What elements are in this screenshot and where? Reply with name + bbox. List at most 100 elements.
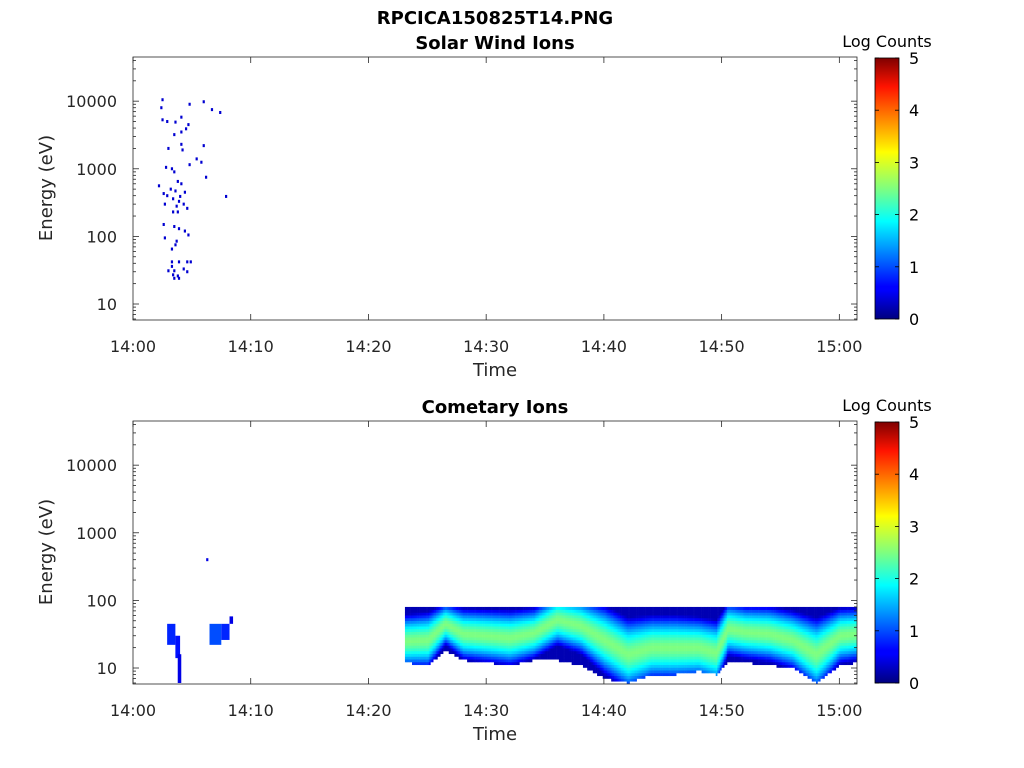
band-cell — [582, 656, 585, 660]
band-cell — [556, 609, 558, 613]
band-cell — [704, 642, 707, 646]
band-cell — [594, 656, 596, 660]
band-cell — [502, 656, 505, 660]
band-cell — [575, 631, 578, 635]
band-cell — [420, 637, 423, 641]
band-cell — [560, 631, 563, 635]
band-cell — [431, 628, 434, 633]
count-point — [161, 118, 164, 122]
band-cell — [584, 648, 587, 652]
band-cell — [580, 645, 582, 649]
band-cell — [482, 623, 485, 627]
band-cell — [479, 648, 482, 652]
band-cell — [669, 639, 671, 644]
band-cell — [460, 639, 462, 644]
band-cell — [547, 615, 550, 619]
band-cell — [493, 606, 496, 610]
band-cell — [680, 653, 683, 657]
band-cell — [657, 653, 660, 657]
band-cell — [452, 631, 455, 635]
band-cell — [652, 653, 654, 657]
band-cell — [557, 606, 560, 610]
band-cell — [564, 648, 567, 652]
band-cell — [639, 617, 642, 622]
band-cell — [457, 650, 459, 655]
band-cell — [705, 645, 708, 649]
band-cell — [436, 626, 438, 630]
band-cell — [534, 653, 537, 657]
count-point — [183, 229, 186, 233]
band-cell — [522, 623, 524, 627]
band-cell — [409, 606, 411, 610]
band-cell — [587, 634, 589, 638]
band-cell — [427, 615, 430, 619]
band-cell — [578, 639, 581, 644]
band-cell — [647, 672, 650, 677]
band-cell — [430, 628, 433, 633]
band-cell — [642, 675, 644, 679]
band-cell — [434, 631, 437, 635]
band-cell — [525, 612, 527, 616]
band-cell — [615, 667, 618, 671]
band-cell — [633, 631, 636, 635]
band-cell — [519, 609, 522, 613]
band-cell — [543, 653, 546, 657]
band-cell — [410, 650, 413, 655]
band-cell — [556, 634, 558, 638]
band-cell — [469, 639, 472, 644]
band-cell — [615, 670, 618, 674]
band-cell — [608, 661, 611, 666]
band-cell — [710, 667, 712, 671]
band-cell — [708, 659, 711, 663]
band-cell — [666, 628, 669, 633]
band-cell — [659, 634, 661, 638]
band-cell — [647, 667, 650, 671]
band-cell — [625, 606, 628, 610]
band-cell — [625, 609, 628, 613]
band-cell — [440, 628, 442, 633]
band-cell — [626, 631, 629, 635]
band-cell — [643, 615, 646, 619]
band-cell — [635, 631, 637, 635]
band-cell — [671, 639, 674, 644]
band-cell — [640, 615, 643, 619]
band-cell — [643, 639, 646, 644]
band-cell — [708, 661, 711, 666]
band-cell — [597, 620, 599, 624]
band-cell — [440, 620, 442, 624]
band-cell — [630, 672, 633, 677]
band-cell — [520, 648, 523, 652]
band-cell — [681, 615, 684, 619]
count-point — [170, 260, 174, 264]
band-cell — [647, 653, 650, 657]
count-point — [187, 233, 190, 237]
band-cell — [581, 628, 584, 633]
band-cell — [640, 656, 643, 660]
band-cell — [424, 639, 427, 644]
band-cell — [564, 645, 567, 649]
count-point — [225, 194, 228, 198]
band-cell — [567, 653, 570, 657]
band-cell — [708, 612, 711, 616]
band-cell — [592, 645, 595, 649]
band-cell — [536, 615, 539, 619]
band-cell — [633, 645, 636, 649]
band-cell — [669, 623, 671, 627]
band-cell — [541, 639, 544, 644]
band-cell — [680, 623, 683, 627]
band-cell — [530, 609, 533, 613]
band-cell — [462, 642, 465, 646]
band-cell — [563, 637, 565, 641]
band-cell — [468, 617, 471, 622]
band-cell — [707, 620, 709, 624]
band-cell — [671, 617, 674, 622]
band-cell — [527, 606, 530, 610]
band-cell — [525, 609, 527, 613]
band-cell — [417, 661, 420, 666]
band-cell — [571, 656, 574, 660]
band-cell — [467, 606, 469, 610]
band-cell — [638, 623, 640, 627]
band-cell — [623, 628, 626, 633]
band-cell — [503, 623, 506, 627]
band-cell — [541, 634, 544, 638]
